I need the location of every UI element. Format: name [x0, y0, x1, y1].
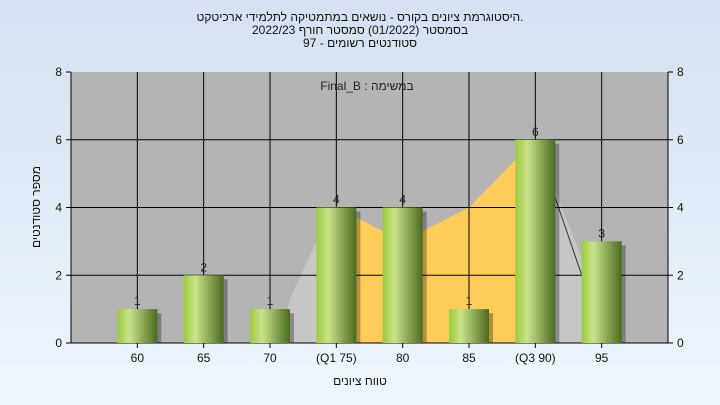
x-tick-label: 70: [263, 351, 277, 365]
chart-annotation: במשימה : Final_B: [320, 79, 413, 93]
chart-title-line-3: סטודנטים רשומים - 97: [303, 36, 417, 50]
y-tick-label-right: 6: [677, 133, 684, 147]
chart-title-line-2: בסמסטר (01/2022) סמסטר חורף 2022/23: [251, 23, 469, 37]
x-tick-label: (Q1 75): [316, 351, 357, 365]
bar: [515, 139, 556, 343]
y-tick-label-left: 8: [55, 65, 62, 79]
bar-value-label: 2: [200, 260, 207, 274]
x-axis-label: טווח ציונים: [333, 374, 387, 388]
bar: [449, 309, 489, 343]
bar: [250, 309, 290, 343]
bar: [117, 309, 158, 343]
y-tick-label-right: 8: [677, 65, 684, 79]
bar: [316, 207, 357, 343]
bar-value-label: 1: [134, 294, 141, 308]
y-tick-label-right: 2: [677, 268, 684, 282]
y-tick-label-left: 2: [55, 268, 62, 282]
bar-value-label: 3: [598, 226, 605, 240]
y-tick-label-left: 0: [55, 336, 62, 350]
chart-title-line-1: .היסטוגרמת ציונים בקורס - נושאים במתמטיק…: [196, 10, 524, 24]
y-tick-label-right: 4: [677, 201, 684, 215]
bar-value-label: 4: [333, 193, 340, 207]
bar: [183, 275, 224, 343]
y-tick-label-left: 4: [55, 201, 62, 215]
bar: [382, 207, 423, 343]
bar-value-label: 6: [532, 125, 539, 139]
x-tick-label: 85: [462, 351, 476, 365]
x-tick-label: 95: [595, 351, 609, 365]
y-tick-label-right: 0: [677, 336, 684, 350]
x-tick-label: 60: [131, 351, 145, 365]
x-tick-label: (Q3 90): [515, 351, 556, 365]
y-tick-label-left: 6: [55, 133, 62, 147]
bar-value-label: 1: [267, 294, 274, 308]
y-axis-label: מספר סטודנטים: [29, 166, 43, 248]
x-tick-label: 80: [396, 351, 410, 365]
bar: [581, 241, 622, 343]
bar-value-label: 4: [399, 193, 406, 207]
x-tick-label: 65: [197, 351, 211, 365]
bar-value-label: 1: [466, 294, 473, 308]
